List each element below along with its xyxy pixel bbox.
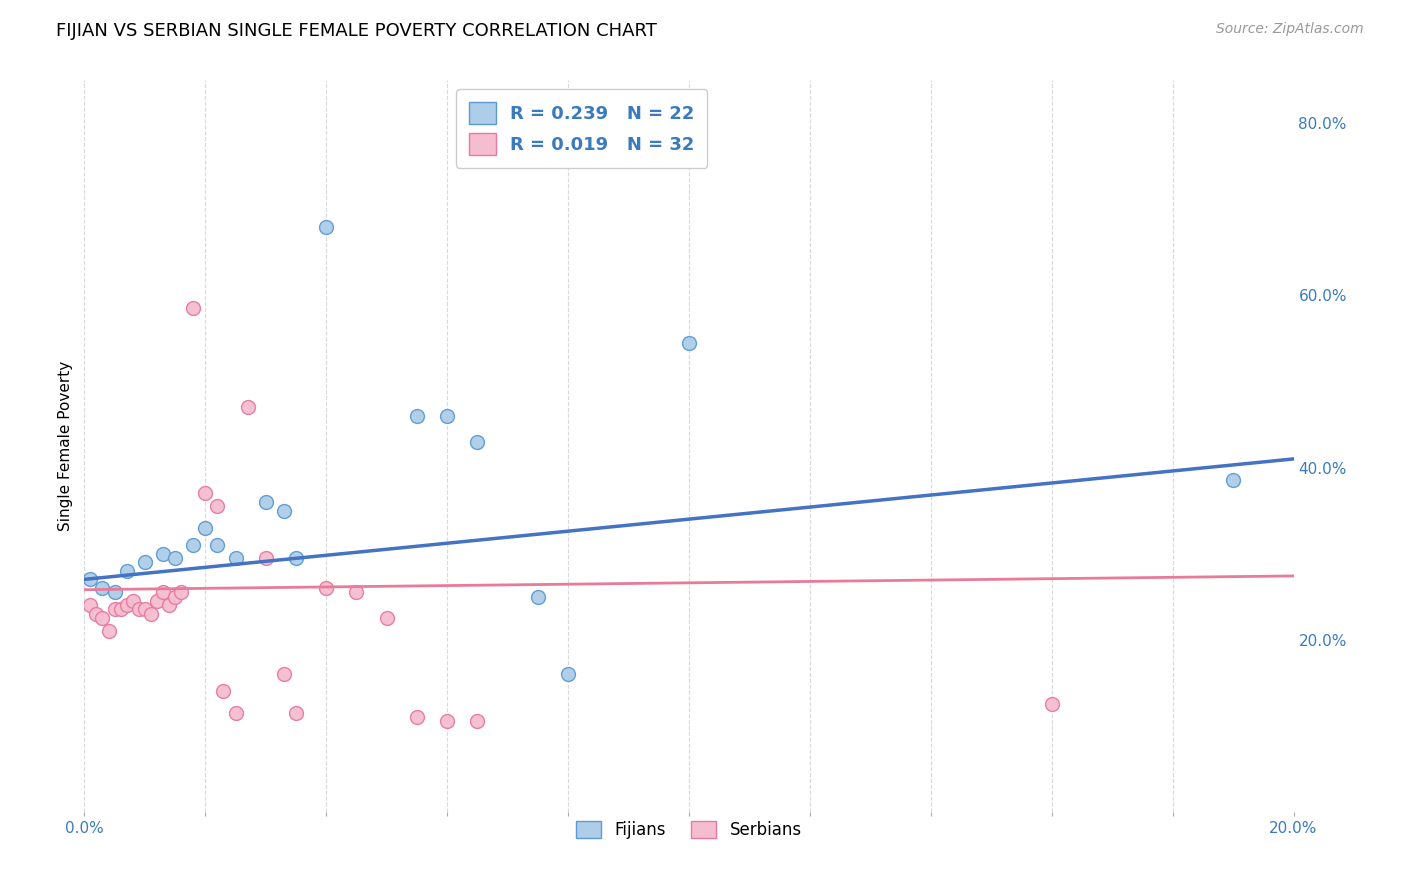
Point — [134, 602, 156, 616]
Y-axis label: Single Female Poverty: Single Female Poverty — [58, 361, 73, 531]
Point — [406, 710, 429, 724]
Point — [285, 706, 308, 720]
Point — [115, 564, 138, 578]
Point — [236, 401, 259, 415]
Point — [315, 219, 337, 234]
Point — [97, 624, 120, 638]
Point — [285, 550, 308, 565]
Point — [181, 301, 204, 316]
Point — [225, 550, 247, 565]
Point — [315, 581, 337, 595]
Point — [273, 503, 295, 517]
Point — [91, 581, 114, 595]
Text: FIJIAN VS SERBIAN SINGLE FEMALE POVERTY CORRELATION CHART: FIJIAN VS SERBIAN SINGLE FEMALE POVERTY … — [56, 22, 657, 40]
Point — [165, 590, 187, 604]
Point — [436, 714, 458, 729]
Point — [225, 706, 247, 720]
Point — [115, 598, 138, 612]
Point — [170, 585, 193, 599]
Point — [194, 486, 217, 500]
Point — [273, 667, 295, 681]
Point — [207, 538, 229, 552]
Text: Source: ZipAtlas.com: Source: ZipAtlas.com — [1216, 22, 1364, 37]
Point — [110, 602, 132, 616]
Point — [104, 602, 127, 616]
Point — [165, 550, 187, 565]
Point — [557, 667, 579, 681]
Point — [152, 547, 174, 561]
Point — [79, 598, 101, 612]
Point — [527, 590, 550, 604]
Point — [254, 495, 277, 509]
Point — [181, 538, 204, 552]
Point — [146, 594, 169, 608]
Point — [194, 521, 217, 535]
Point — [1040, 697, 1063, 711]
Point — [121, 594, 143, 608]
Point — [406, 409, 429, 423]
Legend: Fijians, Serbians: Fijians, Serbians — [568, 813, 810, 847]
Point — [1222, 474, 1244, 488]
Point — [436, 409, 458, 423]
Point — [152, 585, 174, 599]
Point — [134, 555, 156, 569]
Point — [207, 500, 229, 514]
Point — [139, 607, 162, 621]
Point — [128, 602, 150, 616]
Point — [375, 611, 398, 625]
Point — [91, 611, 114, 625]
Point — [157, 598, 180, 612]
Point — [346, 585, 368, 599]
Point — [678, 335, 700, 350]
Point — [467, 714, 489, 729]
Point — [212, 684, 235, 698]
Point — [254, 550, 277, 565]
Point — [467, 434, 489, 449]
Point — [79, 573, 101, 587]
Point — [86, 607, 108, 621]
Point — [104, 585, 127, 599]
